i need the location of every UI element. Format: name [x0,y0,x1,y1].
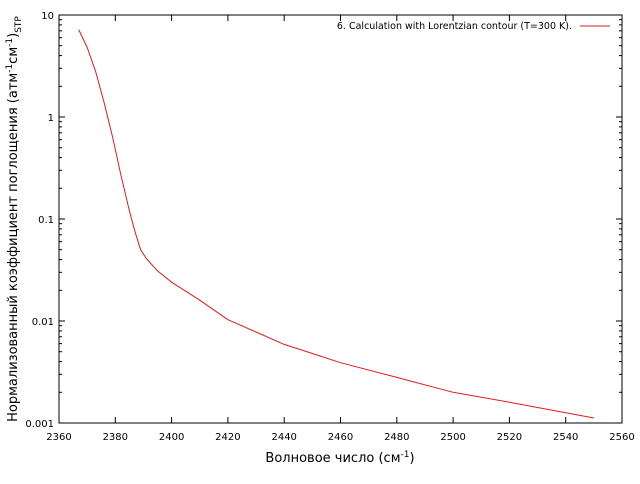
x-tick-label: 2500 [440,432,465,443]
x-tick-label: 2520 [497,432,522,443]
x-axis-title: Волновое число (см-1) [265,450,414,466]
x-axis-title-sup: -1 [401,450,410,460]
x-tick-label: 2560 [609,432,634,443]
series-line-1 [78,29,594,419]
y-axis-title-post: ) [6,33,21,38]
y-axis-title-sup1: -1 [5,64,15,73]
y-tick-label: 0.001 [25,419,54,430]
series-layer [78,29,594,419]
y-axis-title-sub: STP [14,16,24,33]
legend: 6. Calculation with Lorentzian contour (… [337,21,610,32]
x-tick-label: 2460 [328,432,353,443]
y-tick-label: 1 [48,113,54,124]
y-axis-title-main: Нормализованный коэффициент поглощения (… [6,73,21,422]
y-axis-title: Нормализованный коэффициент поглощения (… [5,16,24,422]
y-tick-label: 0.01 [32,317,54,328]
x-axis-title-suffix: ) [409,451,414,466]
x-tick-label: 2360 [46,432,71,443]
y-axis-title-sup2: -1 [5,38,15,47]
x-tick-label: 2420 [215,432,240,443]
x-tick-label: 2540 [553,432,578,443]
x-axis-title-main: Волновое число (см [265,451,400,466]
plot-frame [58,14,623,424]
y-axis-title-mid: см [6,47,21,64]
ticks-layer: 2360 2380 2400 2420 2440 2460 2480 2500 2520 2540… [25,11,634,443]
y-tick-label: 0.1 [38,215,54,226]
x-tick-label: 2480 [384,432,409,443]
x-tick-label: 2440 [271,432,296,443]
x-tick-label: 2400 [159,432,184,443]
y-tick-label: 10 [41,11,54,22]
x-tick-label: 2380 [103,432,128,443]
legend-label: 6. Calculation with Lorentzian contour (… [337,21,572,32]
